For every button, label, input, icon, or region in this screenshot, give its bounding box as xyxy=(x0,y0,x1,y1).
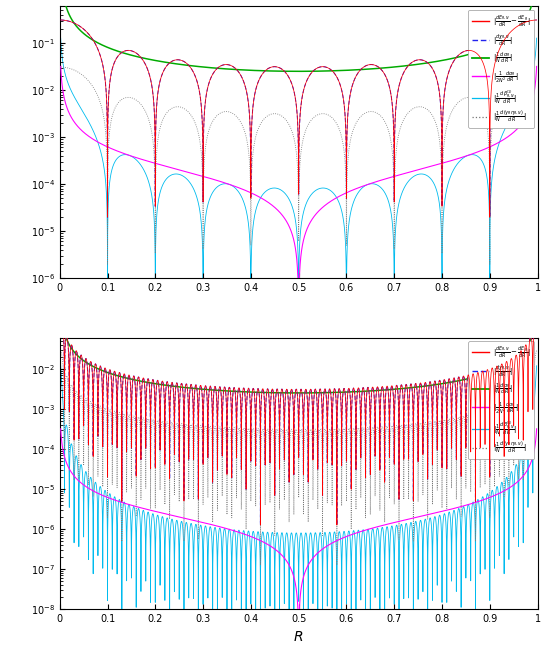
Legend: $|\frac{dE_{R,N}}{dR} - \frac{dE_R}{dR}|$, $|\frac{d\chi_{R,N}}{dR}|$, $|\frac{1: $|\frac{dE_{R,N}}{dR} - \frac{dE_R}{dR}|… xyxy=(469,341,534,459)
Legend: $|\frac{dE_{R,N}}{dR} - \frac{dE_R}{dR}|$, $|\frac{d\chi_{R,N}}{dR}|$, $|\frac{1: $|\frac{dE_{R,N}}{dR} - \frac{dE_R}{dR}|… xyxy=(469,10,534,128)
X-axis label: R: R xyxy=(294,630,304,643)
